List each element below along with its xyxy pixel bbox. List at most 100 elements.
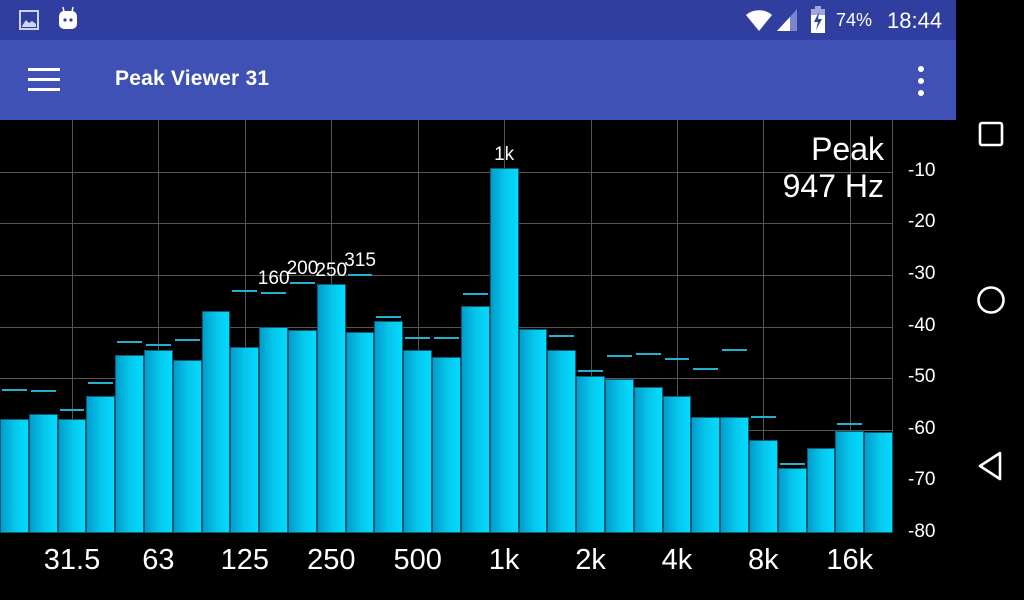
x-tick-label: 63: [142, 544, 175, 576]
peak-hold-marker: [693, 367, 719, 370]
band-bar-400: [374, 321, 404, 533]
gridline-horizontal: [0, 327, 893, 328]
x-tick-label: 31.5: [43, 544, 101, 576]
spectrum-chart: 160 200 250 315 1k -10 -20 -30 -40 -50 -60 -70 -80: [0, 120, 956, 600]
band-bar-500: [403, 349, 433, 533]
back-button-icon[interactable]: [976, 450, 1004, 482]
band-bar-80: [172, 360, 202, 533]
peak-hold-marker: [549, 335, 575, 338]
peak-hold-marker: [117, 340, 143, 343]
band-bar-630: [432, 357, 461, 533]
x-tick-label: 4k: [661, 544, 693, 576]
cell-signal-icon: [777, 9, 797, 31]
band-bar-4k: [662, 396, 692, 533]
band-bar-3.15k: [633, 386, 663, 533]
x-tick-label: 125: [220, 544, 270, 576]
band-bar-250: [316, 284, 346, 533]
battery-charging-icon: [811, 6, 825, 33]
status-bar: 74% 18:44: [0, 0, 956, 40]
band-annotation-label: 315: [344, 249, 376, 271]
band-bar-160: [259, 326, 289, 533]
band-bar-31.5: [57, 419, 87, 533]
peak-hold-marker: [174, 338, 200, 341]
band-bar-40: [86, 396, 116, 533]
navigation-bar: [956, 0, 1024, 600]
x-tick-label: 8k: [748, 544, 779, 576]
clock: 18:44: [887, 8, 943, 33]
peak-hold-marker: [376, 316, 402, 319]
band-bar-12.5k: [806, 448, 836, 533]
band-annotation-label: 200: [286, 258, 319, 280]
more-vert-icon[interactable]: [912, 64, 932, 98]
y-tick-label: -20: [908, 211, 936, 232]
band-annotation-label: 160: [257, 267, 290, 289]
hamburger-menu-icon[interactable]: [28, 68, 60, 92]
plot-area: 160 200 250 315 1k: [0, 120, 893, 533]
band-bar-100: [201, 311, 231, 533]
android-notification-icon: [59, 6, 77, 29]
y-tick-label: -30: [908, 263, 936, 284]
gridline-vertical: [677, 120, 678, 533]
gridline-vertical: [763, 120, 764, 533]
y-tick-label: -10: [908, 160, 936, 181]
peak-hold-marker: [59, 409, 85, 412]
band-bar-2.5k: [604, 379, 634, 533]
image-notification-icon: [19, 10, 39, 30]
page-title: Peak Viewer 31: [115, 67, 270, 90]
gridline-vertical: [591, 120, 592, 533]
peak-hold-marker: [779, 463, 805, 466]
peak-hold-marker: [290, 282, 315, 285]
x-tick-label: 250: [307, 544, 356, 576]
y-tick-label: -80: [908, 521, 936, 542]
band-bar-50: [115, 354, 145, 533]
band-bar-63: [144, 349, 173, 533]
band-bar-16k: [835, 431, 865, 533]
band-bar-125: [230, 347, 260, 533]
peak-hold-marker: [722, 349, 747, 352]
band-annotation-label: 250: [315, 260, 348, 282]
y-tick-label: -40: [908, 315, 936, 336]
plot-border-right: [892, 120, 893, 533]
peak-hold-marker: [261, 291, 287, 294]
gridline-vertical: [418, 120, 419, 533]
peak-hold-marker: [88, 382, 114, 385]
band-bar-1.25k: [518, 329, 548, 533]
gridline-horizontal: [0, 223, 893, 224]
app-bar: Peak Viewer 31: [0, 40, 956, 120]
x-tick-label: 1k: [488, 544, 520, 576]
band-bar-10k: [777, 467, 807, 533]
gridline-vertical: [850, 120, 851, 533]
x-tick-label: 2k: [575, 544, 606, 576]
band-bar-800: [460, 305, 490, 533]
peak-hold-marker: [232, 290, 258, 293]
band-bar-2k: [576, 375, 605, 533]
band-bar-20: [0, 419, 29, 533]
peak-readout-label: Peak: [811, 131, 884, 167]
peak-hold-marker: [146, 344, 171, 347]
peak-hold-marker: [664, 357, 690, 360]
peak-hold-marker: [635, 353, 661, 356]
y-tick-label: -60: [908, 418, 936, 439]
peak-hold-marker: [2, 388, 27, 391]
y-tick-label: -70: [908, 469, 936, 490]
band-bar-8k: [748, 440, 778, 533]
gridline-horizontal: [0, 172, 893, 173]
peak-hold-marker: [837, 423, 863, 426]
peak-hold-marker: [347, 273, 373, 276]
band-bar-20k: [864, 432, 893, 533]
band-bar-1.6k: [547, 349, 577, 533]
band-bar-1k: [489, 168, 519, 533]
y-tick-label: -50: [908, 366, 936, 387]
gridline-vertical: [72, 120, 73, 533]
recents-button-icon[interactable]: [978, 121, 1004, 147]
home-button-icon[interactable]: [975, 284, 1007, 316]
peak-hold-marker: [578, 369, 603, 372]
peak-hold-marker: [30, 389, 56, 392]
gridline-horizontal: [0, 275, 893, 276]
gridline-vertical: [245, 120, 246, 533]
band-bar-315: [345, 331, 375, 533]
band-bar-6.3k: [720, 416, 749, 533]
x-tick-label: 16k: [826, 544, 874, 576]
peak-hold-marker: [405, 336, 431, 339]
peak-hold-marker: [606, 354, 632, 357]
